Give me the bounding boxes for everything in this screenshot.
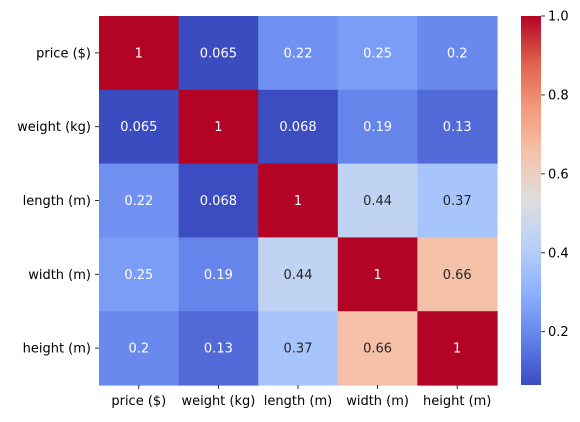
cell-annotation: 0.19 [363, 120, 392, 135]
heatmap-cells [99, 16, 498, 386]
heatmap-cell-r4-c1 [178, 311, 259, 386]
cell-annotation: 1 [373, 268, 381, 283]
cell-annotation: 0.068 [279, 120, 316, 135]
cell-annotation: 0.2 [447, 46, 468, 61]
heatmap-cell-r0-c3 [337, 16, 418, 91]
cell-annotation: 0.25 [363, 46, 392, 61]
heatmap-cell-r3-c4 [417, 237, 498, 312]
heatmap-cell-r3-c3 [337, 237, 418, 312]
y-tick-label: width (m) [28, 268, 91, 283]
cell-annotation: 0.13 [204, 342, 233, 357]
colorbar-gradient [521, 16, 541, 385]
cell-annotation: 1 [214, 120, 222, 135]
heatmap-cell-r3-c0 [99, 237, 180, 312]
cell-annotation: 0.44 [284, 268, 313, 283]
heatmap-cell-r1-c4 [417, 89, 498, 165]
heatmap-cell-r3-c1 [178, 237, 259, 312]
heatmap-cell-r2-c0 [99, 163, 180, 238]
cell-annotation: 0.25 [124, 268, 153, 283]
cell-annotation: 0.37 [284, 342, 313, 357]
y-tick-label: height (m) [23, 342, 91, 357]
cell-annotation: 0.22 [124, 194, 153, 209]
colorbar-tick-label: 0.2 [548, 325, 569, 340]
cell-annotation: 0.66 [443, 268, 472, 283]
cell-annotation: 0.22 [284, 46, 313, 61]
heatmap-cell-r2-c1 [178, 163, 259, 238]
heatmap-cell-r2-c3 [337, 163, 418, 238]
y-axis: price ($) weight (kg) length (m) width (m) h… [17, 46, 99, 357]
cell-annotation: 0.2 [128, 342, 149, 357]
heatmap-cell-r0-c4 [417, 16, 498, 91]
heatmap-cell-r2-c4 [417, 163, 498, 238]
cell-annotation: 0.19 [204, 268, 233, 283]
heatmap-cell-r0-c1 [178, 16, 259, 91]
x-tick-label: price ($) [111, 394, 166, 409]
cell-annotation: 0.068 [200, 194, 237, 209]
heatmap-cell-r0-c2 [258, 16, 339, 91]
colorbar-tick-label: 0.4 [548, 246, 569, 261]
heatmap-cell-r3-c2 [258, 237, 339, 312]
y-tick-label: weight (kg) [17, 120, 91, 135]
heatmap-cell-r1-c0 [99, 89, 180, 165]
colorbar-tick-label: 1.0 [548, 10, 569, 25]
x-tick-label: weight (kg) [181, 394, 255, 409]
y-tick-label: price ($) [36, 46, 91, 61]
cell-annotation: 0.66 [363, 342, 392, 357]
x-tick-label: width (m) [346, 394, 409, 409]
cell-annotation: 0.065 [200, 46, 237, 61]
x-tick-label: height (m) [423, 394, 491, 409]
heatmap-cell-r4-c2 [258, 311, 339, 386]
heatmap-cell-r2-c2 [258, 163, 339, 238]
cell-annotation: 1 [294, 194, 302, 209]
cell-annotation: 0.13 [443, 120, 472, 135]
heatmap-cell-r4-c4 [417, 311, 498, 386]
cell-annotations: 1 0.065 0.22 0.25 0.2 0.065 1 0.068 0.19 0.13 0.22… [120, 46, 471, 356]
x-axis: price ($) weight (kg) length (m) width (m) h… [111, 385, 491, 409]
heatmap-cell-r0-c0 [99, 16, 180, 91]
cell-annotation: 0.37 [443, 194, 472, 209]
cell-annotation: 1 [135, 46, 143, 61]
colorbar-tick-label: 0.6 [548, 167, 569, 182]
cell-annotation: 0.44 [363, 194, 392, 209]
heatmap-cell-r1-c2 [258, 89, 339, 165]
colorbar: 0.2 0.4 0.6 0.8 1.0 [521, 10, 569, 385]
heatmap-cell-r4-c0 [99, 311, 180, 386]
heatmap-cell-r1-c1 [178, 89, 259, 165]
y-tick-label: length (m) [23, 194, 91, 209]
x-tick-label: length (m) [264, 394, 332, 409]
colorbar-tick-label: 0.8 [548, 88, 569, 103]
cell-annotation: 1 [453, 342, 461, 357]
heatmap-cell-r4-c3 [337, 311, 418, 386]
heatmap-cell-r1-c3 [337, 89, 418, 165]
cell-annotation: 0.065 [120, 120, 157, 135]
